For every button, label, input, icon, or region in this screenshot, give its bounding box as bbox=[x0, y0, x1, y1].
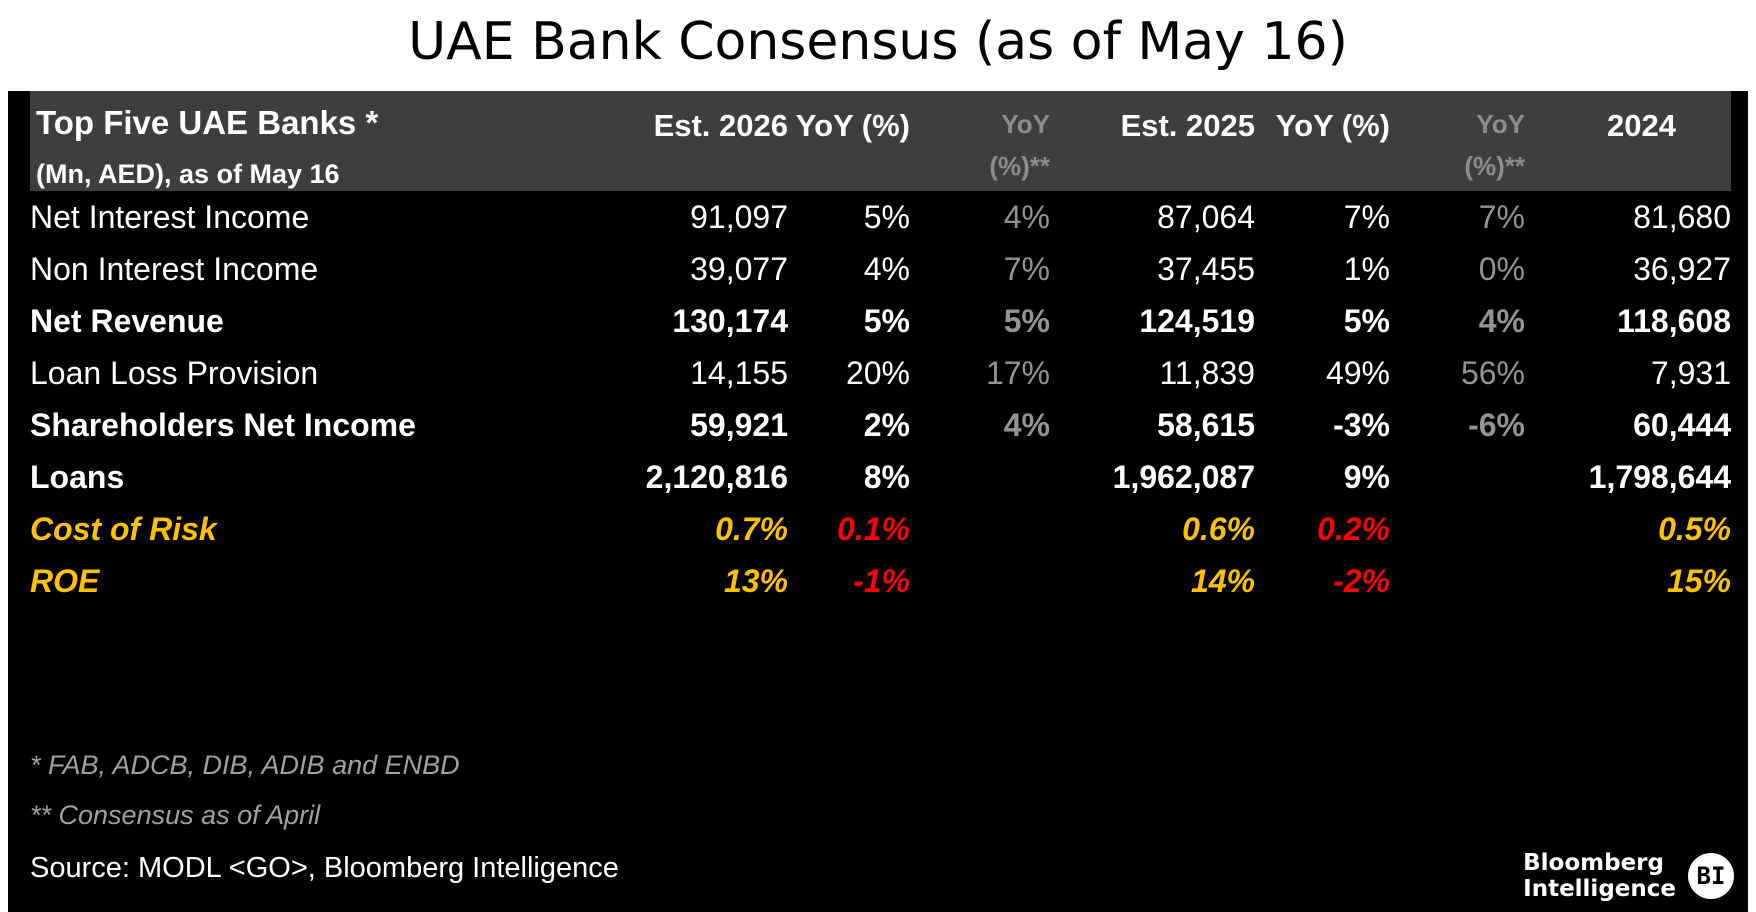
cell: 91,097 bbox=[690, 199, 788, 235]
cell: 37,455 bbox=[1157, 251, 1255, 287]
row-label: Non Interest Income bbox=[30, 251, 319, 287]
cell: 2% bbox=[863, 407, 910, 443]
cell bbox=[910, 451, 1050, 503]
cell: 7% bbox=[1478, 199, 1525, 235]
table-header-label-block: Top Five UAE Banks * (Mn, AED), as of Ma… bbox=[30, 91, 522, 191]
cell: 5% bbox=[863, 199, 910, 235]
cell: 14% bbox=[1190, 563, 1255, 599]
cell: 87,064 bbox=[1157, 199, 1255, 235]
cell: 5% bbox=[863, 303, 910, 339]
cell: -2% bbox=[1333, 563, 1390, 599]
cell: 1,798,644 bbox=[1588, 459, 1731, 495]
cell: 60,444 bbox=[1633, 407, 1731, 443]
column-header: 2024 bbox=[1607, 108, 1676, 143]
footnotes-block: * FAB, ADCB, DIB, ADIB and ENBD ** Conse… bbox=[8, 748, 1748, 886]
cell: 0.6% bbox=[1182, 511, 1255, 547]
cell: 81,680 bbox=[1633, 199, 1731, 235]
cell: 13% bbox=[723, 563, 788, 599]
column-header: YoY (%)** bbox=[989, 109, 1050, 181]
cell: 39,077 bbox=[690, 251, 788, 287]
cell: 0.7% bbox=[715, 511, 788, 547]
table-row: Net Revenue 130,174 5% 5% 124,519 5% 4% 118,608 bbox=[30, 295, 1731, 347]
cell: 2,120,816 bbox=[645, 459, 788, 495]
cell: 1,962,087 bbox=[1112, 459, 1255, 495]
cell bbox=[1390, 503, 1525, 555]
table-body: Net Interest Income 91,097 5% 4% 87,064 7% 7% 8… bbox=[8, 191, 1748, 607]
table-row: ROE 13% -1% 14% -2% 15% bbox=[30, 555, 1731, 607]
cell: 5% bbox=[1343, 303, 1390, 339]
cell bbox=[1390, 451, 1525, 503]
bloomberg-intelligence-logo: Bloomberg Intelligence BI bbox=[1523, 850, 1734, 902]
cell: 49% bbox=[1325, 355, 1390, 391]
logo-text: Bloomberg Intelligence bbox=[1523, 850, 1676, 902]
cell: 15% bbox=[1666, 563, 1731, 599]
cell: 7,931 bbox=[1650, 355, 1731, 391]
table-header-row: Top Five UAE Banks * (Mn, AED), as of Ma… bbox=[30, 91, 1731, 191]
cell bbox=[910, 555, 1050, 607]
cell: 56% bbox=[1460, 355, 1525, 391]
row-label: Shareholders Net Income bbox=[30, 407, 416, 443]
cell: 0.1% bbox=[837, 511, 910, 547]
row-label: Net Interest Income bbox=[30, 199, 310, 235]
cell: 59,921 bbox=[690, 407, 788, 443]
cell: 36,927 bbox=[1633, 251, 1731, 287]
cell: -6% bbox=[1468, 407, 1525, 443]
row-label: Net Revenue bbox=[30, 303, 224, 339]
column-header: YoY (%)** bbox=[1464, 109, 1525, 181]
table-row: Net Interest Income 91,097 5% 4% 87,064 7% 7% 8… bbox=[30, 191, 1731, 243]
column-header: YoY (%) bbox=[795, 108, 910, 143]
footnote-banks: * FAB, ADCB, DIB, ADIB and ENBD bbox=[30, 750, 460, 780]
cell: 5% bbox=[1003, 303, 1050, 339]
cell: 20% bbox=[845, 355, 910, 391]
cell: 1% bbox=[1343, 251, 1390, 287]
cell: -1% bbox=[853, 563, 910, 599]
logo-line2: Intelligence bbox=[1523, 876, 1676, 902]
cell: 14,155 bbox=[690, 355, 788, 391]
source-line: Source: MODL <GO>, Bloomberg Intelligenc… bbox=[30, 852, 619, 884]
table-row: Loan Loss Provision 14,155 20% 17% 11,839 49%… bbox=[30, 347, 1731, 399]
cell: 11,839 bbox=[1159, 355, 1256, 391]
cell bbox=[910, 503, 1050, 555]
cell: 4% bbox=[1003, 407, 1050, 443]
logo-line1: Bloomberg bbox=[1523, 850, 1664, 876]
table-row: Non Interest Income 39,077 4% 7% 37,455 1% 0% 3… bbox=[30, 243, 1731, 295]
row-label: Loan Loss Provision bbox=[30, 355, 319, 391]
table-subtitle: (Mn, AED), as of May 16 bbox=[36, 159, 340, 189]
cell: 58,615 bbox=[1157, 407, 1255, 443]
bi-badge-icon: BI bbox=[1688, 853, 1734, 899]
cell: 7% bbox=[1003, 251, 1050, 287]
cell: 0.2% bbox=[1317, 511, 1390, 547]
column-header: Est. 2026 bbox=[653, 108, 788, 143]
cell: -3% bbox=[1333, 407, 1390, 443]
cell: 7% bbox=[1343, 199, 1390, 235]
table-row: Cost of Risk 0.7% 0.1% 0.6% 0.2% 0.5% bbox=[30, 503, 1731, 555]
cell: 124,519 bbox=[1139, 303, 1255, 339]
footnote-consensus: ** Consensus as of April bbox=[30, 800, 321, 830]
table-row: Loans 2,120,816 8% 1,962,087 9% 1,798,644 bbox=[30, 451, 1731, 503]
row-label: ROE bbox=[30, 563, 100, 599]
table-title: Top Five UAE Banks * bbox=[36, 104, 379, 141]
cell: 4% bbox=[1478, 303, 1525, 339]
cell: 9% bbox=[1343, 459, 1390, 495]
cell: 0.5% bbox=[1658, 511, 1731, 547]
cell: 4% bbox=[1003, 199, 1050, 235]
cell: 0% bbox=[1478, 251, 1525, 287]
cell: 130,174 bbox=[672, 303, 788, 339]
cell: 8% bbox=[863, 459, 910, 495]
table-row: Shareholders Net Income 59,921 2% 4% 58,615 -… bbox=[30, 399, 1731, 451]
consensus-table-panel: Top Five UAE Banks * (Mn, AED), as of Ma… bbox=[8, 91, 1748, 912]
row-label: Cost of Risk bbox=[30, 511, 217, 547]
page-title: UAE Bank Consensus (as of May 16) bbox=[408, 11, 1348, 72]
row-label: Loans bbox=[30, 459, 125, 495]
cell bbox=[1390, 555, 1525, 607]
column-header: Est. 2025 bbox=[1120, 108, 1255, 143]
cell: 4% bbox=[863, 251, 910, 287]
cell: 118,608 bbox=[1617, 303, 1731, 339]
column-header: YoY (%) bbox=[1275, 108, 1390, 143]
cell: 17% bbox=[985, 355, 1050, 391]
